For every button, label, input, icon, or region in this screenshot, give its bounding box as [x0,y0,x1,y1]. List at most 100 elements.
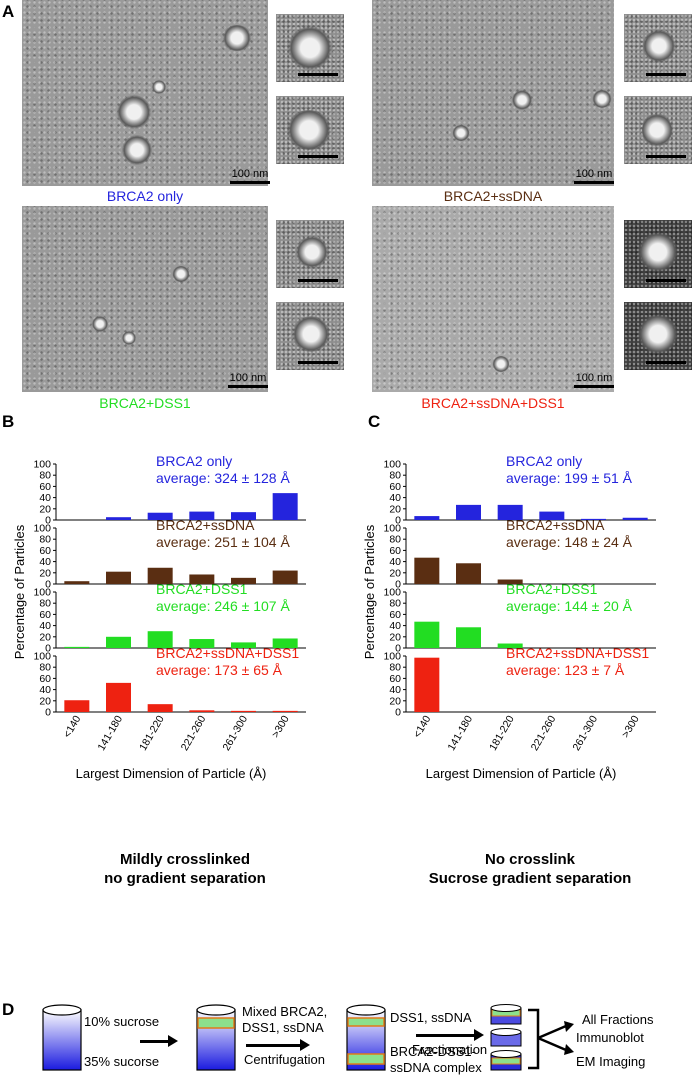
y-tick-label: 80 [389,598,401,610]
series-average: average: 123 ± 7 Å [506,662,625,678]
series-name: BRCA2+ssDNA [506,517,605,533]
y-tick-label: 100 [383,587,401,599]
y-tick-label: 0 [395,515,401,527]
series-name: BRCA2+ssDNA+DSS1 [506,645,649,661]
panel-label-b: B [2,412,15,431]
scale-bar: 100 nm [228,372,268,388]
y-tick-label: 20 [389,631,401,643]
x-tick-label: 221-260 [529,713,559,753]
panel-b-caption: Mildly crosslinked no gradient separatio… [60,850,310,888]
x-tick-label: 261-300 [570,713,600,753]
y-tick-label: 100 [383,523,401,535]
series-average: average: 199 ± 51 Å [506,470,633,486]
y-tick-label: 40 [389,684,401,696]
y-tick-label: 100 [33,651,51,663]
y-tick-label: 0 [45,579,51,591]
y-tick-label: 100 [33,523,51,535]
y-tick-label: 0 [45,707,51,719]
bar-1 [106,571,131,584]
x-axis-label: Largest Dimension of Particle (Å) [76,766,267,781]
y-tick-label: 60 [39,481,51,493]
y-tick-label: 60 [389,481,401,493]
bar-1 [456,563,481,584]
tube-sample-loaded [196,1004,236,1071]
em-image [22,206,268,392]
y-tick-label: 20 [39,503,51,515]
bar-0 [414,516,440,520]
bar-0 [414,621,440,648]
panel-label-c: C [368,412,381,431]
x-tick-label: >300 [270,713,292,740]
bar-5 [272,570,298,584]
bar-2 [147,704,173,712]
scale-bar: 100 nm [574,168,614,184]
series-name: BRCA2 only [506,453,582,469]
bar-5 [272,710,298,712]
series-name: BRCA2 only [156,453,232,469]
y-tick-label: 20 [39,631,51,643]
y-tick-label: 100 [383,459,401,471]
y-tick-label: 40 [389,492,401,504]
bar-0 [414,657,440,712]
bar-3 [189,710,215,712]
y-tick-label: 60 [389,545,401,557]
x-tick-label: >300 [620,713,642,740]
panel-c-caption: No crosslink Sucrose gradient separation [400,850,660,888]
x-tick-label: <140 [61,713,83,740]
series-average: average: 324 ± 128 Å [156,470,290,486]
inset-image-1 [276,14,344,82]
em-image [372,0,614,186]
series-name: BRCA2+DSS1 [156,581,248,597]
caption-line-2: Sucrose gradient separation [428,870,632,887]
em-image [22,0,268,186]
series-name: BRCA2+ssDNA+DSS1 [156,645,299,661]
bar-0 [414,557,440,584]
y-tick-label: 100 [33,459,51,471]
bar-5 [272,493,298,520]
micrograph-caption: BRCA2+DSS1 [99,395,191,411]
x-tick-label: 141-180 [95,713,125,753]
y-tick-label: 40 [39,492,51,504]
series-average: average: 148 ± 24 Å [506,534,633,550]
arrow-right-icon [416,1029,484,1041]
bar-1 [106,682,131,712]
inset-image-2 [276,302,344,370]
micrograph-caption: BRCA2 only [106,188,184,204]
tube3-bottom-label-line-1: BRCA2-DSS1- [390,1044,476,1059]
inset-image-1 [624,14,692,82]
bar-2 [497,579,523,584]
em-image [372,206,614,392]
x-axis-label: Largest Dimension of Particle (Å) [426,766,617,781]
tube-gradient [42,1004,82,1071]
bar-2 [147,631,173,648]
y-tick-label: 80 [39,470,51,482]
caption-line-1: No crosslink [484,851,576,868]
series-name: BRCA2+ssDNA [156,517,255,533]
bar-2 [497,504,523,520]
bar-2 [497,643,523,648]
tube2-label-line-2: DSS1, ssDNA [242,1020,324,1035]
bar-5 [622,517,648,520]
y-tick-label: 40 [39,620,51,632]
bar-3 [189,511,215,520]
y-tick-label: 40 [389,620,401,632]
bar-5 [272,638,298,648]
y-tick-label: 20 [389,503,401,515]
bar-0 [64,646,90,648]
x-tick-label: 261-300 [220,713,250,753]
y-tick-label: 60 [39,609,51,621]
x-tick-label: 141-180 [445,713,475,753]
y-tick-label: 80 [39,534,51,546]
tube3-top-label: DSS1, ssDNA [390,1010,472,1025]
panel-label-d: D [2,1000,15,1019]
bar-4 [231,577,256,584]
bar-1 [456,504,481,520]
bar-2 [147,567,173,584]
y-tick-label: 60 [39,545,51,557]
bar-0 [64,581,90,584]
bracket-arrows-icon [528,1008,574,1070]
